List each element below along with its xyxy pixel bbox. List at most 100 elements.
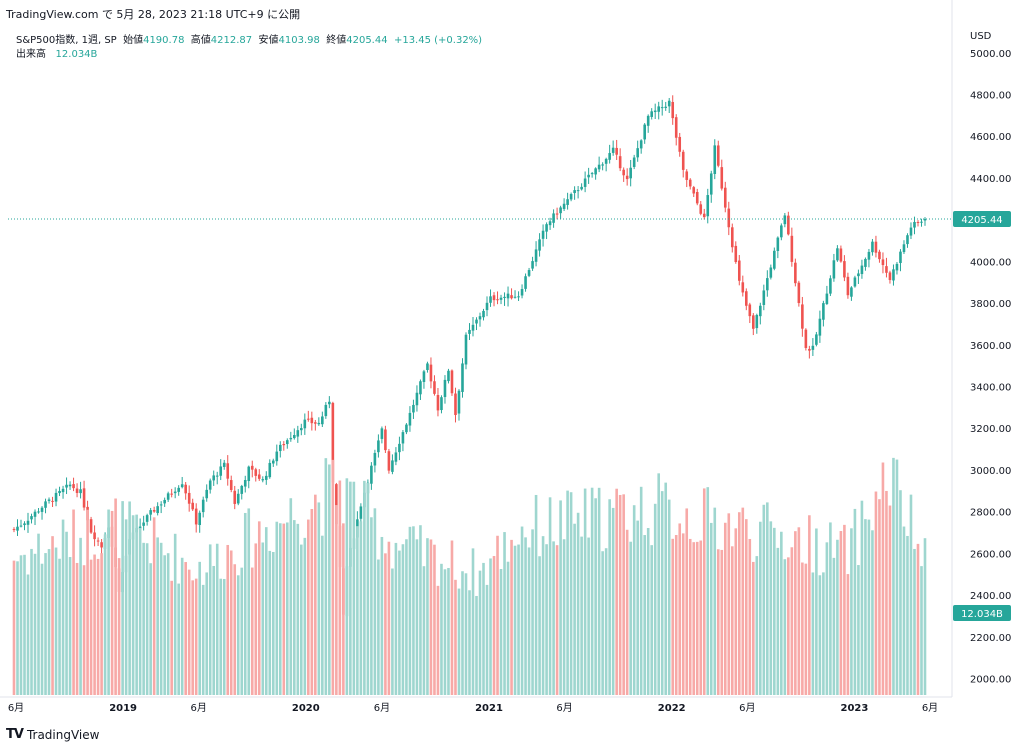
candle-body	[194, 508, 198, 525]
candle-body	[695, 192, 699, 204]
volume-bar	[580, 536, 583, 695]
volume-bar	[363, 480, 366, 695]
volume-bar	[349, 481, 352, 695]
volume-bar	[576, 512, 580, 695]
volume-bar	[293, 520, 296, 695]
candle-body	[303, 419, 307, 429]
candle-body	[811, 345, 815, 350]
volume-label[interactable]: 出来高	[16, 49, 46, 60]
volume-bar	[380, 536, 384, 695]
volume-bar	[198, 561, 202, 695]
volume-bar	[545, 544, 548, 695]
candle-body	[177, 487, 180, 492]
volume-bar	[520, 526, 524, 695]
candle-body	[744, 291, 748, 306]
close-value: 4205.44	[346, 35, 388, 46]
volume-bar	[208, 544, 212, 695]
volume-bar	[482, 562, 485, 695]
volume-value: 12.034B	[55, 49, 98, 60]
candle-body	[787, 215, 790, 235]
x-tick-label: 2022	[658, 703, 686, 714]
volume-bar	[468, 590, 471, 695]
candle-body	[667, 100, 671, 107]
volume-bar	[54, 547, 58, 695]
volume-bar	[370, 517, 373, 695]
candle-body	[184, 484, 187, 494]
volume-bar	[853, 508, 857, 695]
candle-body	[201, 499, 205, 513]
candle-body	[916, 221, 920, 223]
volume-bar	[72, 509, 75, 695]
volume-bar	[96, 558, 100, 695]
candle-body	[713, 145, 717, 174]
volume-bar	[454, 579, 457, 695]
volume-bar	[730, 546, 734, 695]
volume-bar	[590, 487, 594, 695]
volume-bar	[583, 488, 587, 695]
candle-body	[857, 273, 860, 277]
candle-body	[524, 276, 527, 289]
volume-bar	[741, 507, 745, 695]
volume-bar	[159, 542, 163, 695]
y-tick-label: 2800.00	[970, 508, 1011, 519]
candle-body	[534, 249, 538, 262]
volume-bar	[622, 494, 625, 695]
volume-bar	[471, 548, 475, 695]
candle-body	[678, 136, 682, 152]
candle-body	[646, 115, 650, 126]
volume-bar	[892, 457, 895, 695]
candle-body	[559, 207, 562, 214]
candle-body	[401, 432, 405, 444]
volume-bar	[639, 486, 643, 695]
candle-body	[878, 251, 881, 260]
volume-bar	[342, 523, 345, 695]
volume-bar	[23, 554, 26, 695]
candle-body	[380, 428, 384, 439]
candle-body	[681, 151, 685, 170]
y-tick-label: 3400.00	[970, 383, 1011, 394]
candle-body	[370, 465, 373, 484]
volume-bar	[871, 530, 874, 695]
volume-bar	[219, 578, 223, 695]
volume-bar	[282, 523, 286, 695]
volume-bar	[184, 562, 187, 695]
candle-body	[776, 237, 780, 252]
candle-body	[398, 443, 401, 453]
x-tick-label: 6月	[922, 702, 938, 714]
volume-bar	[713, 507, 717, 695]
volume-bar	[517, 544, 520, 695]
y-tick-label: 4800.00	[970, 91, 1011, 102]
volume-bar	[51, 536, 54, 695]
volume-bar	[89, 559, 93, 695]
candle-body	[794, 262, 797, 284]
candle-body	[264, 475, 268, 480]
candle-body	[503, 296, 506, 299]
volume-bar	[33, 553, 37, 695]
candle-body	[468, 329, 471, 334]
volume-bar	[839, 531, 843, 695]
candle-body	[285, 440, 289, 445]
last-volume-label: 12.034B	[961, 609, 1003, 620]
volume-bar	[916, 543, 920, 695]
candle-body	[307, 418, 310, 420]
candle-body	[527, 270, 531, 276]
candle-body	[75, 488, 79, 493]
tradingview-logo: TV TradingView	[6, 727, 99, 742]
volume-bar	[338, 480, 342, 695]
candle-body	[149, 510, 152, 515]
volume-bar	[366, 483, 370, 695]
volume-bar	[790, 547, 794, 695]
candle-body	[33, 511, 37, 517]
volume-bar	[555, 545, 559, 695]
candle-body	[716, 145, 720, 166]
candle-body	[268, 462, 272, 478]
volume-bar	[212, 565, 216, 695]
volume-bar	[566, 490, 569, 695]
candle-body	[384, 429, 387, 451]
candle-body	[293, 435, 296, 439]
volume-bar	[685, 508, 689, 695]
volume-bar	[275, 521, 279, 695]
candle-body	[737, 260, 741, 281]
symbol-name[interactable]: S&P500指数, 1週, SP	[16, 35, 117, 46]
